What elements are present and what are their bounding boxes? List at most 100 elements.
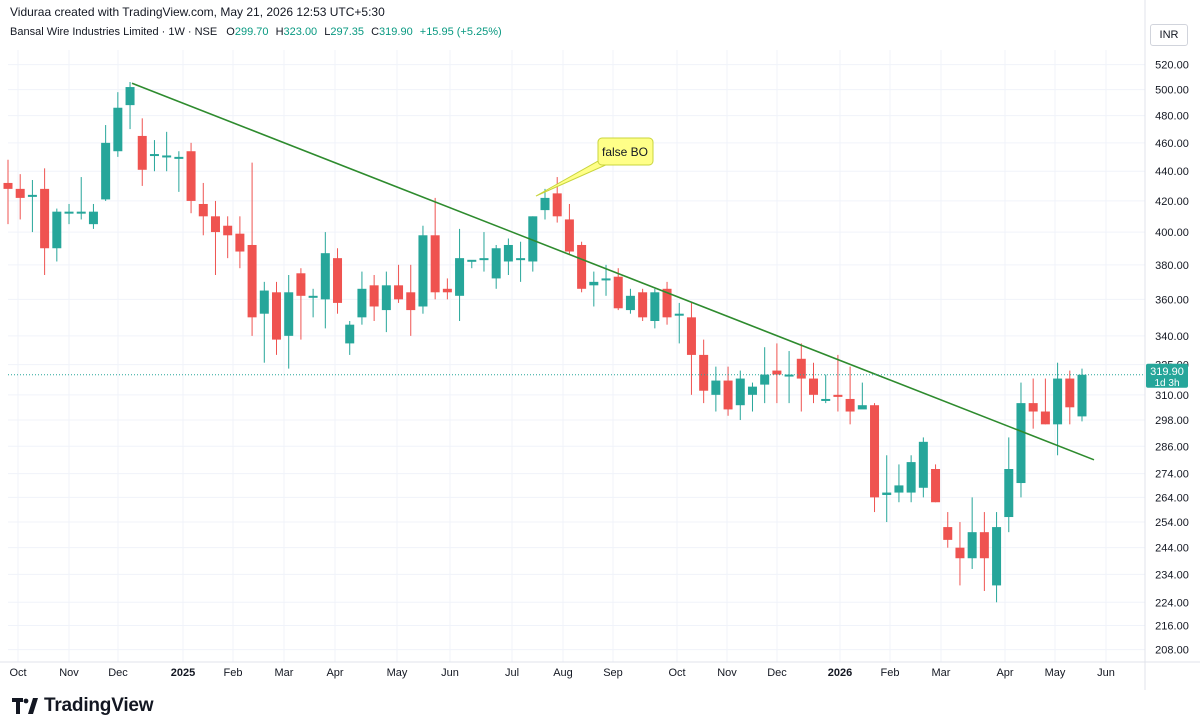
candle-body-up	[528, 216, 538, 262]
candle-body-up	[784, 374, 794, 377]
last-price-label: 319.90	[1150, 366, 1184, 378]
candle-body-up	[357, 288, 367, 318]
x-tick-label: Jun	[441, 667, 459, 679]
candle-body-down	[564, 219, 574, 252]
tradingview-logo[interactable]: TradingView	[12, 695, 154, 717]
candle-body-up	[918, 441, 928, 488]
candle-body-up	[625, 295, 635, 311]
candle-body-up	[479, 258, 489, 261]
y-tick-label: 208.00	[1155, 645, 1189, 657]
x-tick-label: Feb	[224, 667, 243, 679]
countdown-label: 1d 3h	[1154, 378, 1179, 389]
x-tick-label: Apr	[996, 667, 1013, 679]
candle-body-down	[699, 354, 709, 391]
candle-body-down	[137, 135, 147, 170]
x-tick-label: 2026	[828, 667, 852, 679]
annotation-box	[597, 137, 654, 166]
candle-body-up	[259, 290, 269, 314]
candle-body-down	[406, 292, 416, 311]
candle-body-down	[272, 292, 281, 340]
candle-body-up	[735, 378, 745, 406]
close-label: C	[371, 26, 380, 38]
y-tick-label: 500.00	[1155, 85, 1189, 97]
candle-body-down	[247, 244, 257, 318]
y-tick-label: 254.00	[1155, 517, 1189, 529]
candle-body-up	[64, 211, 74, 214]
candle-body-up	[601, 278, 611, 281]
y-tick-label: 520.00	[1155, 60, 1189, 72]
x-tick-label: Nov	[59, 667, 79, 679]
credit-line: Viduraa created with TradingView.com, Ma…	[10, 5, 385, 19]
candle-body-down	[369, 285, 379, 307]
x-tick-label: Apr	[326, 667, 343, 679]
candle-body-up	[906, 462, 916, 493]
candle-body-down	[833, 394, 843, 397]
candle-body-up	[101, 142, 111, 200]
candle-body-up	[27, 194, 37, 197]
candle-body-up	[1077, 374, 1087, 417]
low-value: 297.35	[330, 26, 365, 38]
low-label: L	[324, 26, 331, 38]
y-tick-label: 298.00	[1155, 415, 1189, 427]
candle-body-up	[491, 248, 501, 279]
candle-body-up	[1004, 468, 1014, 518]
candle-body-down	[394, 285, 404, 300]
x-tick-label: Mar	[932, 667, 951, 679]
candle-body-down	[552, 193, 562, 217]
candle-body-up	[467, 259, 477, 262]
candle-body-down	[723, 380, 733, 410]
candle-body-down	[577, 244, 587, 289]
candle-body-down	[955, 547, 965, 559]
candle-body-down	[1065, 378, 1075, 408]
candle-body-up	[125, 87, 135, 106]
x-tick-label: Dec	[108, 667, 128, 679]
candle-body-up	[894, 485, 904, 493]
candle-body-up	[1053, 378, 1063, 425]
candle-body-up	[284, 292, 294, 336]
y-tick-label: 400.00	[1155, 227, 1189, 239]
candle-body-down	[296, 273, 306, 296]
x-tick-label: Aug	[553, 667, 573, 679]
x-tick-label: Dec	[767, 667, 787, 679]
candle-body-down	[662, 288, 672, 318]
candle-body-down	[931, 468, 941, 503]
candle-body-up	[345, 324, 355, 344]
y-tick-label: 420.00	[1155, 196, 1189, 208]
currency-button[interactable]: INR	[1150, 24, 1188, 46]
x-tick-label: Mar	[275, 667, 294, 679]
x-tick-label: Jul	[505, 667, 519, 679]
y-tick-label: 440.00	[1155, 166, 1189, 178]
candle-body-up	[821, 398, 831, 401]
open-value: 299.70	[234, 26, 269, 38]
symbol-legend: Bansal Wire Industries Limited · 1W · NS…	[10, 26, 502, 38]
candle-body-up	[516, 258, 526, 261]
candle-body-up	[88, 211, 98, 225]
candle-body-up	[455, 258, 465, 296]
candle-body-up	[381, 285, 391, 311]
x-tick-label: May	[387, 667, 408, 679]
candle-body-up	[308, 295, 318, 298]
trendline	[131, 82, 1095, 461]
y-tick-label: 310.00	[1155, 390, 1189, 402]
y-tick-label: 274.00	[1155, 469, 1189, 481]
high-value: 323.00	[283, 26, 318, 38]
candle-body-up	[967, 532, 977, 559]
tradingview-logo-icon	[12, 698, 38, 714]
open-label: O	[226, 26, 235, 38]
candle-body-down	[1028, 403, 1038, 412]
high-label: H	[275, 26, 284, 38]
candle-body-up	[174, 156, 184, 159]
candle-body-down	[210, 216, 220, 233]
candle-body-down	[15, 188, 25, 198]
candle-body-up	[1016, 403, 1026, 484]
candle-body-down	[943, 527, 953, 540]
y-tick-label: 380.00	[1155, 260, 1189, 272]
candle-body-up	[589, 281, 599, 286]
candle-body-up	[674, 313, 684, 316]
x-tick-label: Sep	[603, 667, 623, 679]
x-tick-label: Jun	[1097, 667, 1115, 679]
candle-body-down	[870, 405, 880, 498]
candle-body-up	[540, 197, 550, 211]
candle-body-down	[809, 378, 818, 395]
